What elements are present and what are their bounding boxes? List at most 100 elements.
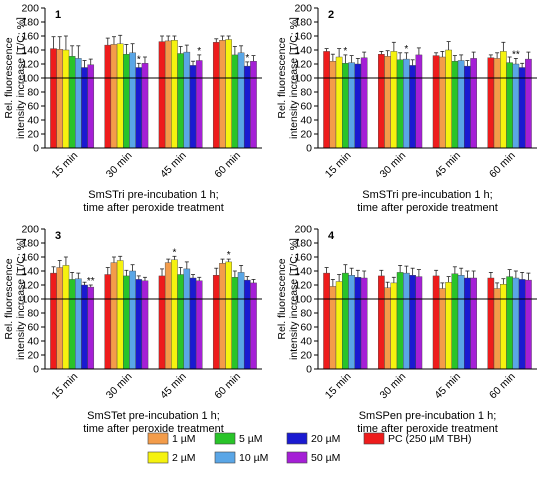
bar — [512, 277, 520, 370]
y-tick-label: 0 — [306, 364, 312, 376]
y-tick-label: 60 — [300, 101, 312, 113]
bar — [390, 51, 398, 149]
x-axis-title: SmSTri pre-incubation 1 h; — [362, 189, 492, 201]
y-tick-label: 120 — [294, 59, 312, 71]
significance-mark: * — [404, 44, 408, 55]
y-tick-label: 200 — [294, 3, 312, 15]
bar — [68, 56, 76, 149]
significance-mark: * — [227, 250, 231, 261]
x-tick-label: 60 min — [487, 150, 518, 181]
chart-panel-1: 0 20 40 60 80 100 120 140 160 180 200 15 min * 30 min… — [3, 3, 262, 214]
bar — [231, 54, 239, 149]
bar — [403, 58, 410, 149]
y-tick-label: 120 — [21, 59, 39, 71]
bar — [56, 49, 64, 149]
bar — [158, 275, 166, 370]
bar — [219, 40, 226, 149]
x-axis-title: SmSTet pre-incubation 1 h; — [87, 410, 220, 422]
bar — [432, 275, 440, 370]
bar — [189, 277, 197, 370]
x-tick-label: 15 min — [323, 371, 354, 402]
panel-label: 4 — [328, 230, 335, 242]
bar — [225, 261, 232, 370]
y-tick-label: 20 — [300, 350, 312, 362]
y-axis-title: intensity increase [T/C; %] — [288, 238, 300, 360]
bar — [68, 279, 76, 370]
bar — [470, 58, 477, 149]
y-tick-label: 180 — [294, 17, 312, 29]
y-axis-title: intensity increase [T/C; %] — [288, 17, 300, 139]
legend-swatch — [147, 451, 169, 464]
y-tick-label: 120 — [21, 280, 39, 292]
panel-label: 2 — [328, 9, 334, 21]
y-tick-label: 180 — [21, 17, 39, 29]
legend-label: 2 µM — [172, 452, 196, 464]
y-tick-label: 40 — [27, 336, 39, 348]
y-tick-label: 100 — [21, 73, 39, 85]
bar — [171, 259, 178, 370]
significance-mark: ** — [512, 49, 520, 60]
bar — [403, 272, 410, 370]
bar — [506, 276, 513, 370]
legend-swatch — [363, 432, 385, 445]
y-tick-label: 200 — [294, 224, 312, 236]
bar — [116, 43, 124, 149]
y-tick-label: 0 — [33, 364, 39, 376]
y-axis-title: intensity increase [T/C; %] — [15, 17, 27, 139]
bar — [396, 272, 404, 370]
legend-label: 1 µM — [172, 433, 196, 445]
x-tick-label: 30 min — [104, 150, 135, 181]
legend-label: 20 µM — [311, 433, 340, 445]
x-tick-label: 45 min — [158, 371, 189, 402]
bar — [493, 288, 501, 370]
bar — [390, 282, 398, 370]
chart-panel-2: 0 20 40 60 80 100 120 140 160 180 200 * 15 min * 30 mi… — [276, 3, 537, 214]
bar — [396, 59, 404, 149]
bar — [439, 288, 446, 370]
y-axis-title: Rel. fluorescence — [276, 37, 288, 118]
bar — [512, 63, 520, 149]
y-tick-label: 80 — [300, 87, 312, 99]
bar — [354, 277, 362, 370]
x-tick-label: 15 min — [49, 371, 80, 402]
x-tick-label: 30 min — [377, 371, 408, 402]
bar — [50, 272, 57, 370]
bar — [415, 276, 423, 370]
x-tick-label: 45 min — [158, 150, 189, 181]
bar — [231, 277, 239, 370]
bar — [348, 62, 355, 149]
y-tick-label: 60 — [27, 101, 39, 113]
bar — [493, 58, 501, 149]
x-tick-label: 60 min — [487, 371, 518, 402]
bar — [75, 58, 82, 149]
bar — [378, 275, 385, 370]
bar — [81, 67, 88, 149]
bar — [237, 52, 245, 149]
x-axis-title: time after peroxide treatment — [357, 423, 498, 435]
x-axis-title: SmSTri pre-incubation 1 h; — [88, 189, 218, 201]
x-tick-label: 15 min — [49, 150, 80, 181]
bar — [110, 262, 118, 370]
y-tick-label: 80 — [27, 308, 39, 320]
bar — [409, 275, 416, 370]
bar — [342, 63, 349, 149]
bar — [81, 284, 88, 370]
bar — [415, 54, 423, 149]
y-tick-label: 160 — [21, 31, 39, 43]
bar — [487, 277, 495, 370]
y-tick-label: 100 — [294, 73, 312, 85]
x-axis-title: SmSPen pre-incubation 1 h; — [359, 410, 497, 422]
bar — [177, 274, 184, 370]
x-tick-label: 30 min — [377, 150, 408, 181]
y-tick-label: 80 — [300, 308, 312, 320]
bar — [525, 58, 532, 149]
x-tick-label: 60 min — [212, 150, 243, 181]
bar — [75, 278, 82, 370]
significance-mark: ** — [87, 276, 95, 287]
y-tick-label: 80 — [27, 87, 39, 99]
bar — [451, 61, 459, 149]
bar — [212, 42, 220, 149]
y-tick-label: 20 — [300, 129, 312, 141]
bar — [342, 272, 349, 370]
